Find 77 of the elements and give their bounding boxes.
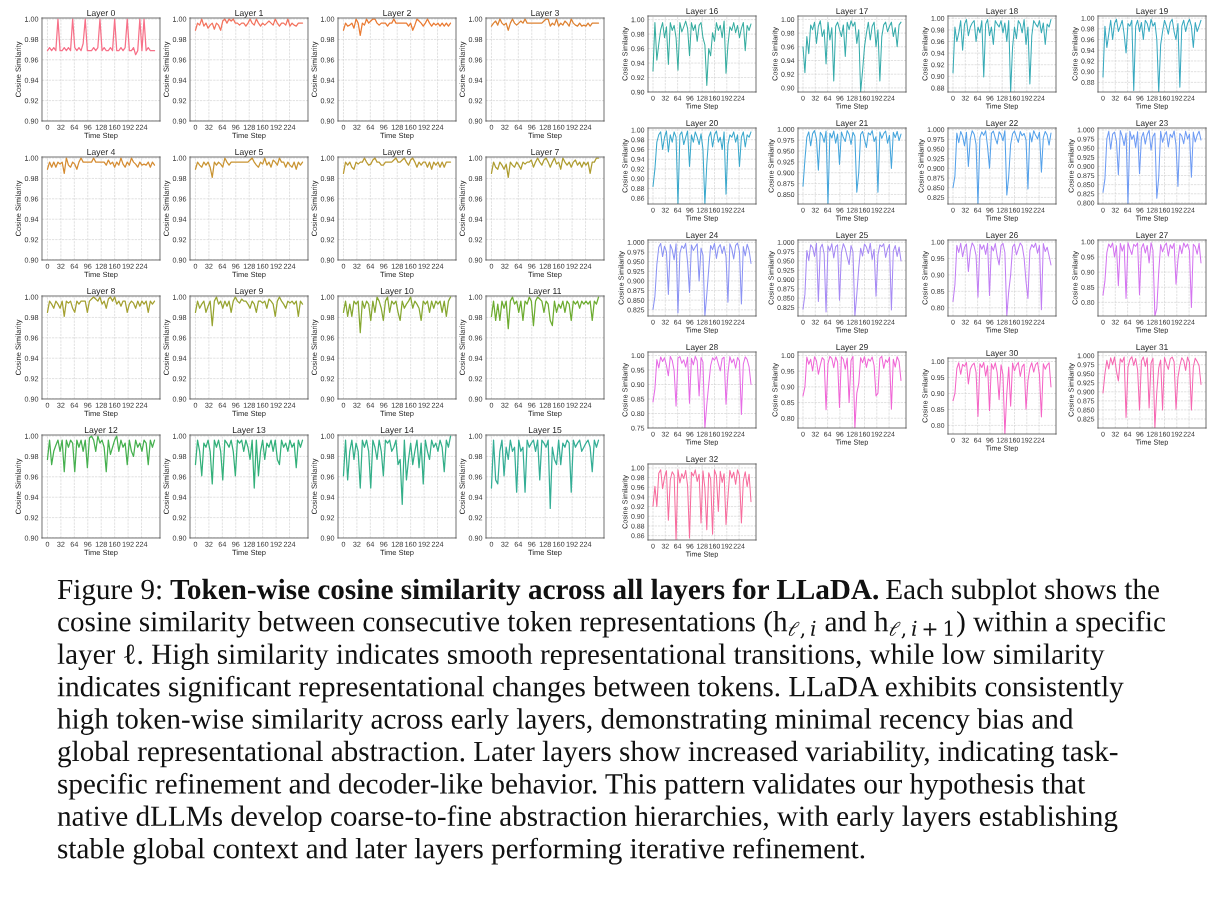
chart-title: Layer 16 — [686, 8, 718, 16]
caption: Figure 9: — [57, 579, 161, 606]
chart-title: Layer 18 — [986, 8, 1018, 16]
chart-title: Layer 15 — [528, 426, 562, 435]
chart-title: Layer 17 — [836, 8, 868, 16]
chart-title: Layer 8 — [87, 287, 115, 296]
line-series — [652, 20, 752, 87]
chart-title: Layer 9 — [235, 287, 263, 296]
chart-title: Layer 12 — [84, 426, 118, 435]
chart-title: Layer 27 — [1136, 232, 1168, 240]
text: Token-wise cosine similarity across all layers for LLaDA. — [170, 578, 879, 606]
chart-title: Layer 23 — [1136, 120, 1168, 128]
chart-title: Layer 22 — [986, 120, 1018, 128]
line-series — [342, 157, 452, 174]
chart-title: Layer 10 — [380, 287, 414, 296]
line-series — [652, 469, 752, 540]
chart-title: Layer 21 — [836, 120, 868, 128]
line-series — [194, 18, 304, 31]
chart-title: Layer 11 — [529, 287, 562, 296]
line-series — [802, 355, 902, 428]
line-series — [490, 157, 600, 179]
line-series — [194, 296, 304, 327]
line-series — [652, 355, 752, 428]
line-series — [342, 296, 452, 334]
line-series — [194, 157, 304, 179]
chart-title: Layer 25 — [836, 232, 868, 240]
line-series — [342, 435, 452, 505]
text: cosine similarity between consecutive token representations (h$_{ℓ,i}$ and h$_{ℓ,i+1}$) within a specific — [58, 610, 1165, 639]
line-series — [802, 20, 902, 92]
text: Each subplot shows the — [886, 578, 1159, 606]
text: indicates significant representational changes between tokens. LLaDA exhibits consistently — [57, 675, 1124, 703]
line-series — [802, 242, 902, 316]
chart-title: Layer 7 — [531, 148, 559, 157]
line-series — [490, 296, 600, 330]
line-series — [46, 435, 156, 473]
line-series — [1102, 130, 1202, 204]
text: global representational abstraction. Later layers show increased variability, indicating task- — [58, 740, 1118, 768]
chart-title: Layer 28 — [686, 344, 718, 352]
line-series — [652, 242, 752, 316]
text: high token-wise similarity across early layers, demonstrating minimal recency bias and — [57, 708, 1074, 735]
line-series — [46, 296, 156, 318]
chart-title: Layer 4 — [87, 148, 116, 157]
chart-title: Layer 3 — [531, 9, 559, 18]
chart-title: Layer 5 — [235, 148, 263, 157]
chart-title: Layer 13 — [232, 426, 266, 435]
chart-title: Layer 31 — [1136, 344, 1168, 352]
line-series — [1102, 242, 1202, 316]
chart-title: Layer 14 — [380, 426, 414, 435]
line-series — [1102, 356, 1202, 428]
chart-title: Layer 29 — [836, 344, 868, 352]
chart-title: Layer 6 — [383, 148, 411, 157]
line-series — [194, 439, 304, 489]
line-series — [952, 130, 1052, 204]
line-series — [802, 130, 902, 204]
line-series — [46, 18, 156, 56]
chart-title: Layer 19 — [1136, 8, 1168, 16]
chart-title: Layer 32 — [686, 456, 718, 464]
line-series — [652, 130, 752, 204]
chart-title: Layer 24 — [686, 232, 718, 240]
chart-title: Layer 20 — [686, 120, 718, 128]
text: layer ℓ. High similarity indicates smooth representational transitions, while low similarity — [57, 643, 1105, 671]
chart-title: Layer 2 — [383, 9, 411, 18]
chart-title: Layer 26 — [986, 232, 1018, 240]
chart-title: Layer 30 — [986, 350, 1018, 358]
line-series — [952, 18, 1052, 92]
text: native dLLMs develop coarse-to-fine abstraction hierarchies, with early layers establishing — [57, 805, 1118, 833]
chart-title: Layer 0 — [87, 9, 116, 18]
line-series — [952, 242, 1052, 316]
line-series — [490, 439, 600, 510]
text: specific refinement and decoder-like behavior. This pattern validates our hypothesis that — [58, 772, 1086, 800]
line-series — [46, 157, 156, 174]
line-series — [1102, 18, 1202, 92]
line-series — [490, 18, 600, 31]
line-series — [342, 18, 452, 36]
chart-title: Layer 1 — [235, 9, 263, 18]
line-series — [952, 361, 1052, 434]
text: stable global context and later layers performing iterative refinement. — [58, 837, 865, 865]
